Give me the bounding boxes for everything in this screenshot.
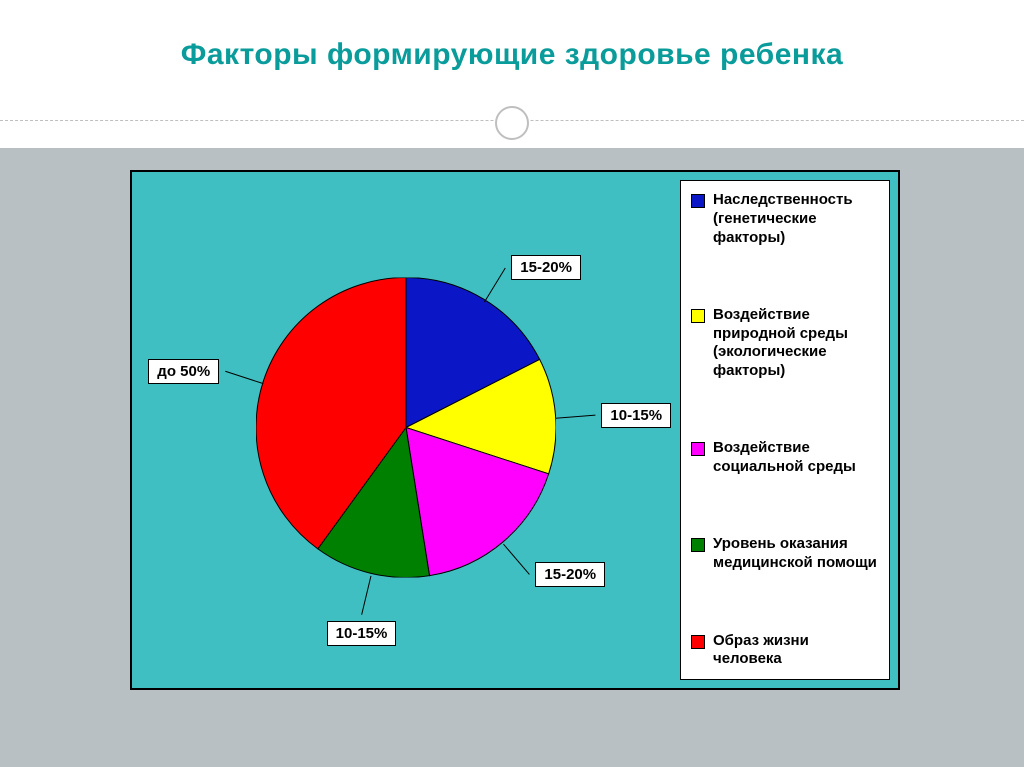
legend-swatch xyxy=(691,194,705,208)
divider-ornament xyxy=(495,106,529,140)
legend-item-environment: Воздействие природной среды (экологическ… xyxy=(691,306,879,381)
callout-environment: 10-15% xyxy=(601,403,671,428)
callout-lifestyle: до 50% xyxy=(148,359,219,384)
pie-chart xyxy=(256,278,556,583)
legend-label: Воздействие природной среды (экологическ… xyxy=(713,306,879,381)
legend-label: Воздействие социальной среды xyxy=(713,439,879,477)
legend-item-medical: Уровень оказания медицинской помощи xyxy=(691,535,879,573)
legend-label: Уровень оказания медицинской помощи xyxy=(713,535,879,573)
legend-swatch xyxy=(691,442,705,456)
legend-swatch xyxy=(691,635,705,649)
legend: Наследственность (генетические факторы) В… xyxy=(680,180,890,680)
legend-swatch xyxy=(691,309,705,323)
legend-label: Наследственность (генетические факторы) xyxy=(713,191,879,247)
callout-medical: 10-15% xyxy=(327,621,397,646)
callout-heredity: 15-20% xyxy=(511,255,581,280)
chart-card: 15-20% 10-15% 15-20% 10-15% до 50% Наследств… xyxy=(130,170,900,690)
callout-social: 15-20% xyxy=(535,562,605,587)
slide-title: Факторы формирующие здоровье ребенка xyxy=(0,0,1024,72)
legend-item-heredity: Наследственность (генетические факторы) xyxy=(691,191,879,247)
plot-area: 15-20% 10-15% 15-20% 10-15% до 50% xyxy=(132,172,680,688)
legend-item-social: Воздействие социальной среды xyxy=(691,439,879,477)
slide: Факторы формирующие здоровье ребенка 15-… xyxy=(0,0,1024,767)
legend-item-lifestyle: Образ жизни человека xyxy=(691,632,879,670)
pie-svg xyxy=(256,278,556,578)
legend-label: Образ жизни человека xyxy=(713,632,879,670)
legend-swatch xyxy=(691,538,705,552)
